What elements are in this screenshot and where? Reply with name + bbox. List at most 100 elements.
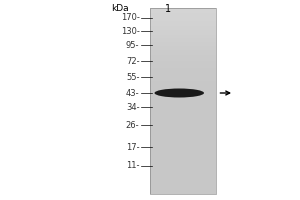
Polygon shape xyxy=(150,138,216,139)
Polygon shape xyxy=(150,81,216,82)
Polygon shape xyxy=(150,24,216,25)
Polygon shape xyxy=(150,130,216,131)
Polygon shape xyxy=(150,49,216,50)
Polygon shape xyxy=(150,174,216,175)
Polygon shape xyxy=(150,75,216,76)
Polygon shape xyxy=(150,41,216,42)
Polygon shape xyxy=(150,163,216,164)
Polygon shape xyxy=(150,95,216,96)
Polygon shape xyxy=(150,60,216,61)
Polygon shape xyxy=(150,22,216,23)
Polygon shape xyxy=(150,107,216,108)
Polygon shape xyxy=(150,169,216,170)
Polygon shape xyxy=(150,172,216,173)
Polygon shape xyxy=(150,39,216,40)
Polygon shape xyxy=(150,102,216,103)
Polygon shape xyxy=(150,116,216,117)
Polygon shape xyxy=(150,53,216,54)
Text: 72-: 72- xyxy=(126,56,140,66)
Polygon shape xyxy=(150,87,216,88)
Polygon shape xyxy=(150,91,216,92)
Polygon shape xyxy=(150,150,216,151)
Polygon shape xyxy=(150,185,216,186)
Polygon shape xyxy=(150,64,216,65)
Polygon shape xyxy=(150,82,216,83)
Polygon shape xyxy=(150,182,216,183)
Polygon shape xyxy=(150,180,216,181)
Polygon shape xyxy=(150,10,216,11)
Polygon shape xyxy=(150,184,216,185)
Polygon shape xyxy=(150,157,216,158)
Polygon shape xyxy=(150,160,216,161)
Polygon shape xyxy=(150,193,216,194)
Polygon shape xyxy=(150,152,216,153)
Polygon shape xyxy=(150,109,216,110)
Polygon shape xyxy=(150,47,216,48)
Polygon shape xyxy=(150,126,216,127)
Polygon shape xyxy=(150,59,216,60)
Polygon shape xyxy=(150,96,216,97)
Polygon shape xyxy=(150,183,216,184)
Polygon shape xyxy=(150,19,216,20)
Polygon shape xyxy=(150,16,216,17)
Polygon shape xyxy=(150,192,216,193)
Polygon shape xyxy=(150,85,216,86)
Polygon shape xyxy=(150,61,216,62)
Polygon shape xyxy=(150,111,216,112)
Polygon shape xyxy=(150,188,216,189)
Text: 130-: 130- xyxy=(121,26,140,36)
Polygon shape xyxy=(150,52,216,53)
Polygon shape xyxy=(150,54,216,55)
Polygon shape xyxy=(150,177,216,178)
Polygon shape xyxy=(150,99,216,100)
Polygon shape xyxy=(150,148,216,149)
Polygon shape xyxy=(150,29,216,30)
Polygon shape xyxy=(150,58,216,59)
Polygon shape xyxy=(150,142,216,143)
Polygon shape xyxy=(150,105,216,106)
Text: 95-: 95- xyxy=(126,40,140,49)
Polygon shape xyxy=(150,66,216,67)
Polygon shape xyxy=(150,65,216,66)
Polygon shape xyxy=(150,173,216,174)
Text: 26-: 26- xyxy=(126,120,140,130)
Text: 34-: 34- xyxy=(126,102,140,112)
Polygon shape xyxy=(150,27,216,28)
Polygon shape xyxy=(150,76,216,77)
Text: kDa: kDa xyxy=(111,4,129,13)
Polygon shape xyxy=(150,125,216,126)
Polygon shape xyxy=(150,161,216,162)
Polygon shape xyxy=(150,134,216,135)
Polygon shape xyxy=(150,162,216,163)
Polygon shape xyxy=(150,123,216,124)
Polygon shape xyxy=(150,135,216,136)
Polygon shape xyxy=(150,147,216,148)
Polygon shape xyxy=(150,48,216,49)
Polygon shape xyxy=(150,79,216,80)
Polygon shape xyxy=(150,159,216,160)
Polygon shape xyxy=(150,118,216,119)
Polygon shape xyxy=(150,165,216,166)
Polygon shape xyxy=(150,100,216,101)
Polygon shape xyxy=(150,129,216,130)
Polygon shape xyxy=(150,189,216,190)
Polygon shape xyxy=(150,112,216,113)
Polygon shape xyxy=(150,63,216,64)
Polygon shape xyxy=(150,40,216,41)
Polygon shape xyxy=(150,176,216,177)
Polygon shape xyxy=(150,171,216,172)
Polygon shape xyxy=(150,62,216,63)
Polygon shape xyxy=(150,132,216,133)
Polygon shape xyxy=(150,186,216,187)
Polygon shape xyxy=(150,167,216,168)
Polygon shape xyxy=(150,71,216,72)
Polygon shape xyxy=(150,114,216,115)
Polygon shape xyxy=(150,70,216,71)
Text: 170-: 170- xyxy=(121,14,140,22)
Polygon shape xyxy=(150,97,216,98)
Ellipse shape xyxy=(154,88,204,98)
Polygon shape xyxy=(150,33,216,34)
Polygon shape xyxy=(150,93,216,94)
Polygon shape xyxy=(150,35,216,36)
Polygon shape xyxy=(150,139,216,140)
